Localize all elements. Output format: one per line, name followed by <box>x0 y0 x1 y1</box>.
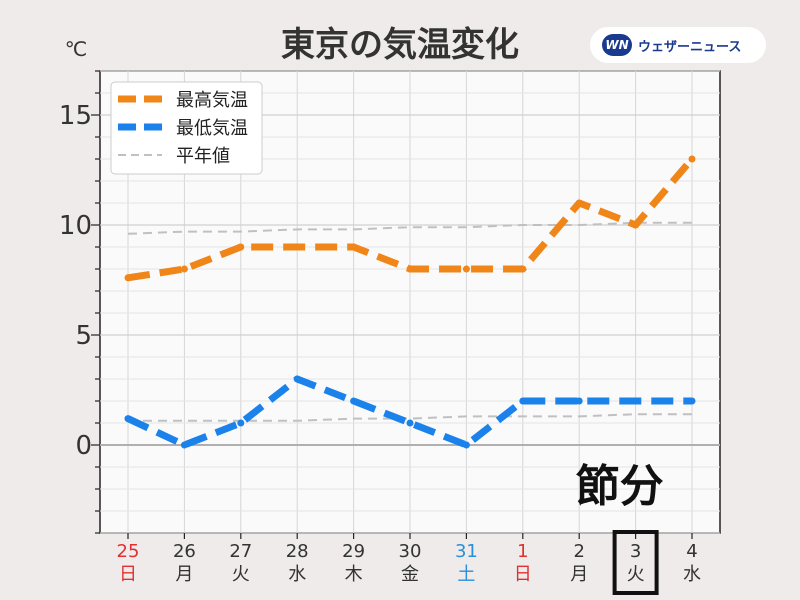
data-point <box>462 265 470 273</box>
y-tick-label: 10 <box>59 211 92 241</box>
data-point <box>350 243 358 251</box>
series-lines <box>124 155 696 449</box>
series-line-normal <box>128 413 692 422</box>
data-point <box>462 441 470 449</box>
chart-title: 東京の気温変化 <box>281 25 519 65</box>
data-point <box>180 441 188 449</box>
x-tick-day: 1 <box>517 541 528 562</box>
data-point <box>124 274 132 282</box>
brand-name: ウェザーニュース <box>638 39 742 55</box>
brand-mark: WN <box>602 34 632 56</box>
data-point <box>237 419 245 427</box>
data-point <box>688 397 696 405</box>
y-tick-label: 0 <box>75 431 92 461</box>
x-tick-weekday: 月 <box>570 564 588 585</box>
x-tick-day: 28 <box>286 541 309 562</box>
data-point <box>688 155 696 163</box>
data-point <box>406 265 414 273</box>
data-point <box>293 375 301 383</box>
y-axis-unit: ℃ <box>65 37 87 61</box>
y-axis-ticks: 0 5 10 15 <box>59 70 100 534</box>
legend-label: 平年値 <box>176 146 230 167</box>
x-tick-weekday: 日 <box>514 564 532 585</box>
x-tick-day: 29 <box>342 541 365 562</box>
legend-label: 最低気温 <box>176 118 248 139</box>
x-tick-weekday: 日 <box>119 564 137 585</box>
x-tick-weekday: 水 <box>683 564 701 585</box>
x-tick-weekday: 火 <box>232 564 250 585</box>
data-point <box>632 221 640 229</box>
data-point <box>632 397 640 405</box>
data-point <box>575 397 583 405</box>
series-line-normal <box>127 221 692 235</box>
x-tick-weekday: 木 <box>345 564 363 585</box>
data-point <box>519 397 527 405</box>
legend-box <box>110 81 263 175</box>
x-tick-weekday: 火 <box>627 564 645 585</box>
y-tick-label: 15 <box>59 101 92 131</box>
x-tick-weekday: 土 <box>457 564 475 585</box>
x-tick-day: 27 <box>229 541 252 562</box>
brand-logo: WN ウェザーニュース <box>590 27 766 63</box>
data-point <box>124 415 132 423</box>
x-tick-day: 25 <box>117 541 140 562</box>
grid <box>100 70 720 534</box>
x-tick-weekday: 月 <box>175 564 193 585</box>
data-point <box>180 265 188 273</box>
series-line-min <box>126 375 692 449</box>
x-tick-weekday: 水 <box>288 564 306 585</box>
highlight-box <box>612 530 659 595</box>
y-tick-label: 5 <box>75 321 92 351</box>
data-point <box>519 265 527 273</box>
x-tick-day: 31 <box>455 541 478 562</box>
annotation-setsubun: 節分 <box>576 461 664 512</box>
x-tick-day: 3 <box>630 541 641 562</box>
data-point <box>350 397 358 405</box>
data-point <box>237 243 245 251</box>
x-tick-day: 2 <box>573 541 584 562</box>
x-tick-weekday: 金 <box>401 564 419 585</box>
legend-label: 最高気温 <box>176 90 248 111</box>
data-point <box>406 419 414 427</box>
x-tick-day: 4 <box>686 541 697 562</box>
x-tick-day: 26 <box>173 541 196 562</box>
x-tick-day: 30 <box>399 541 422 562</box>
data-point <box>293 243 301 251</box>
data-point <box>575 199 583 207</box>
